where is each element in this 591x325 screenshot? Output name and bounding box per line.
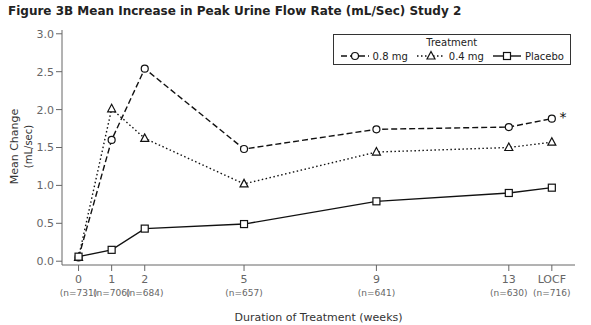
svg-text:(n=684): (n=684) <box>126 288 163 298</box>
svg-text:2.5: 2.5 <box>37 66 55 79</box>
svg-text:Duration of Treatment (weeks): Duration of Treatment (weeks) <box>234 311 402 324</box>
svg-text:9: 9 <box>373 273 380 286</box>
svg-text:(n=716): (n=716) <box>533 288 570 298</box>
svg-text:1.5: 1.5 <box>37 141 55 154</box>
html-text:0.8 mg: 0.8 mg <box>372 50 408 62</box>
svg-text:LOCF: LOCF <box>538 273 566 286</box>
svg-text:1.0: 1.0 <box>37 179 55 192</box>
svg-text:(n=731): (n=731) <box>60 288 97 298</box>
html-text:Placebo: Placebo <box>524 50 564 62</box>
html-text:Mean Change: Mean Change <box>7 108 21 184</box>
html-text:0.4 mg: 0.4 mg <box>448 50 484 62</box>
svg-text:(n=657): (n=657) <box>225 288 262 298</box>
svg-text:5: 5 <box>241 273 248 286</box>
svg-text:3.0: 3.0 <box>37 28 55 41</box>
svg-text:2.0: 2.0 <box>37 104 55 117</box>
svg-text:2: 2 <box>141 273 148 286</box>
svg-text:13: 13 <box>502 273 516 286</box>
svg-text:1: 1 <box>108 273 115 286</box>
svg-text:0.0: 0.0 <box>37 255 55 268</box>
svg-text:(n=641): (n=641) <box>358 288 395 298</box>
svg-text:0: 0 <box>75 273 82 286</box>
html-text:Figure 3B Mean Increase in Pea: Figure 3B Mean Increase in Peak Urine Fl… <box>8 4 462 18</box>
svg-text:(n=706): (n=706) <box>93 288 130 298</box>
svg-text:0.5: 0.5 <box>37 217 55 230</box>
html-text:(mL/sec): (mL/sec) <box>22 124 34 168</box>
svg-text:*: * <box>559 109 566 125</box>
svg-text:(n=630): (n=630) <box>490 288 527 298</box>
html-text:Treatment: Treatment <box>426 37 478 48</box>
